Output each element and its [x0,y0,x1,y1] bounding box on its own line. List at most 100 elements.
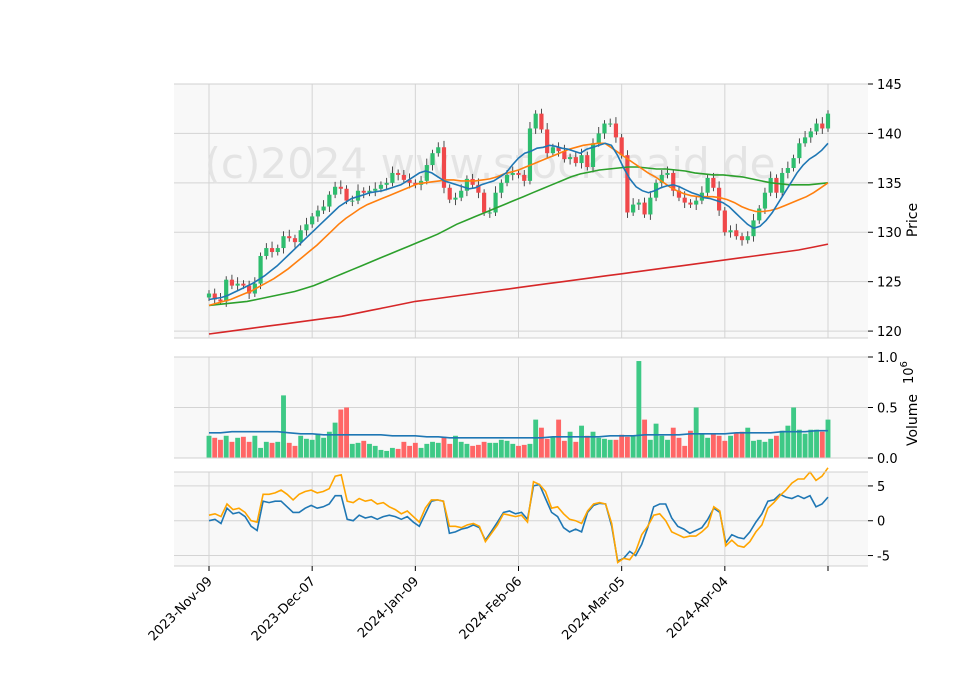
candle-body [602,123,607,134]
candle-body [648,197,653,215]
candle-body [717,187,722,211]
x-tick-label: 2024-Jan-09 [355,574,422,641]
y-tick-label: 140 [877,127,902,142]
y-tick-label: 135 [877,177,902,192]
volume-bar [218,439,223,458]
y-tick-label: 5 [877,480,885,495]
candle-body [482,192,487,213]
volume-bar [430,441,435,458]
candle-body [797,143,802,159]
candle-body [682,197,687,203]
volume-bar [384,450,390,458]
volume-bar [315,433,321,458]
candle-body [384,182,389,185]
volume-bar [710,433,716,458]
candle-body [694,200,699,205]
x-tick-label: 2023-Dec-07 [249,574,319,644]
candle-body [825,113,831,129]
candle-body [269,248,275,253]
volume-bar [613,439,619,458]
sma200-line [208,243,829,335]
candle-body [459,190,464,198]
y-tick-label: 0 [877,515,885,530]
volume-bar [676,437,682,458]
volume-bar [796,429,802,458]
candle-body [338,186,343,189]
volume-bar [487,442,493,458]
volume-bar [212,437,218,458]
candle-body [665,172,670,175]
volume-bar [516,445,521,458]
volume-bar [447,443,453,458]
volume-bar [665,439,670,458]
y-tick-label: -5 [877,550,890,565]
candle-body [401,174,406,180]
x-tick-label: 2024-Mar-05 [559,574,628,643]
candle-body [590,143,596,168]
volume-bar [607,439,613,458]
candle-body [739,236,745,241]
volume-bar [716,435,722,458]
volume-bar [229,441,235,458]
volume-bar [481,441,487,458]
candle-body [361,190,366,193]
volume-bar [636,361,642,458]
candle-body [332,186,338,195]
volume-bar [389,447,395,458]
volume-bar [544,438,550,458]
candle-body [367,190,372,193]
candle-body [321,206,326,211]
volume-bar [773,435,779,458]
volume-bar [819,431,825,458]
candle-body [676,190,682,198]
candle-body [224,279,229,302]
x-tick-label: 2023-Nov-09 [146,574,216,644]
volume-bar [464,443,470,458]
candle-body [206,293,212,298]
volume-bar [475,444,481,458]
candle-body [722,210,727,233]
candle-body [247,285,252,294]
volume-bar [550,436,556,458]
candle-body [378,184,384,189]
candle-body [636,202,641,205]
volume-bar [344,407,349,458]
volume-bar [281,395,286,458]
candle-body [625,155,630,213]
candle-body [292,238,298,243]
volume-bar [688,430,693,458]
candle-body [631,204,636,213]
candle-body [229,279,235,286]
candle-body [441,147,447,188]
candle-body [642,202,647,215]
volume-bar [498,439,504,458]
volume-bar [567,431,573,458]
volume-bar [808,429,814,458]
candle-body [619,137,624,156]
volume-bar [326,431,332,458]
volume-axis-label: Volume [905,394,921,446]
candle-body [281,236,286,249]
volume-bar [470,445,476,458]
sma10-line [208,142,829,301]
candle-body [562,151,567,160]
volume-bar [206,435,212,458]
volume-bar [768,438,774,458]
volume-bar [361,440,367,458]
volume-bar [378,449,384,458]
candle-body [275,248,280,253]
candle-body [304,224,309,231]
y-tick-label: 145 [877,78,902,93]
y-tick-label: 0.5 [877,402,898,417]
volume-bar [252,435,258,458]
candle-body [344,188,349,201]
candle-body [453,197,458,200]
volume-bar [418,447,424,458]
candle-body [476,184,481,193]
candle-body [516,172,521,175]
volume-bar [596,437,602,458]
candle-body [373,188,378,191]
volume-bar [584,435,590,458]
volume-bar [653,423,659,458]
